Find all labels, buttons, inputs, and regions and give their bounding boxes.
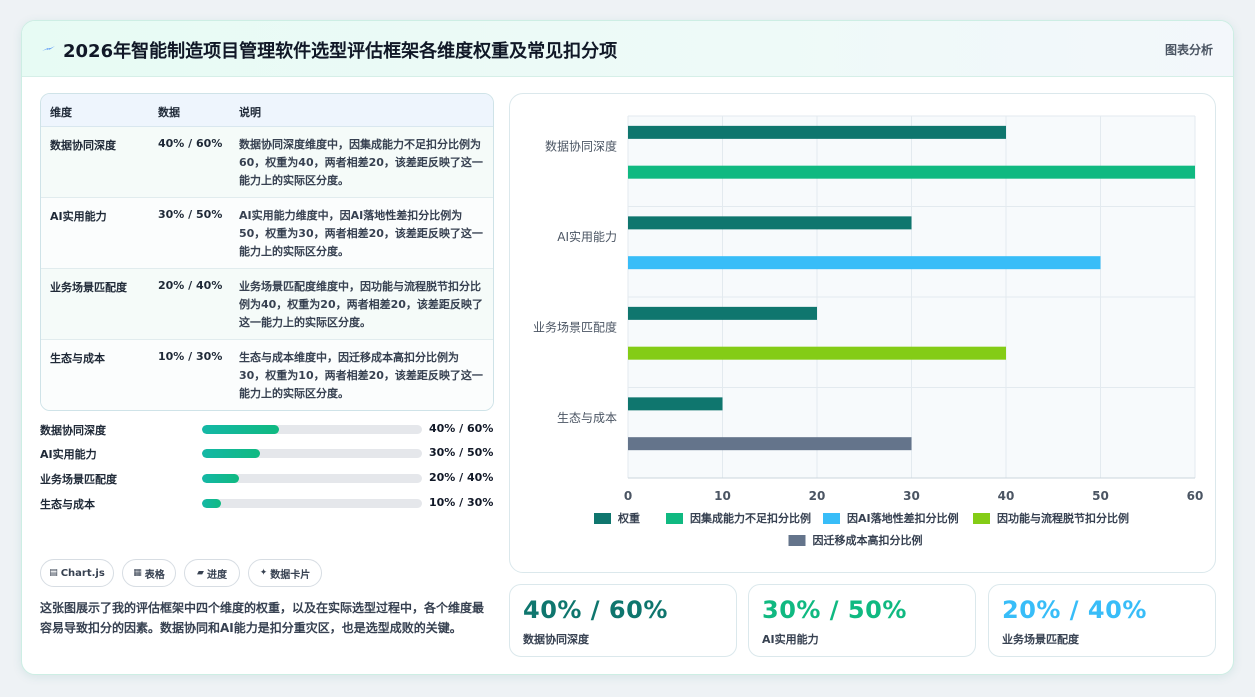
tag-label: 表格 bbox=[144, 569, 165, 581]
bar-0-1 bbox=[628, 165, 1195, 179]
legend-label: 因功能与流程脱节扣分比例 bbox=[997, 511, 1129, 525]
dimension-table: 维度 数据 说明 数据协同深度 40% / 60% 数据协同深度维度中，因集成能… bbox=[40, 93, 494, 411]
kpi-label: 业务场景匹配度 bbox=[1002, 633, 1079, 646]
category-label: 业务场景匹配度 bbox=[533, 320, 617, 335]
legend-swatch bbox=[788, 535, 806, 546]
progress-track bbox=[202, 499, 422, 508]
table-header-data: 数据 bbox=[158, 106, 180, 119]
progress-track bbox=[202, 474, 422, 483]
legend-swatch bbox=[594, 513, 611, 524]
progress-icon: ▰ bbox=[197, 568, 204, 578]
x-tick-label: 50 bbox=[1092, 489, 1109, 503]
chart-analysis-link[interactable]: 图表分析 bbox=[1164, 43, 1213, 57]
main-card: 2026年智能制造项目管理软件选型评估框架各维度权重及常见扣分项 图表分析 维度… bbox=[21, 20, 1234, 675]
tag-data-card[interactable]: ✦ 数据卡片 bbox=[248, 559, 322, 587]
lightning-icon bbox=[42, 46, 55, 51]
progress-fill bbox=[202, 425, 279, 434]
progress-fill bbox=[202, 449, 261, 458]
table-icon: ▦ bbox=[133, 568, 142, 578]
kpi-card: 20% / 40% 业务场景匹配度 bbox=[988, 584, 1216, 657]
progress-value: 30% / 50% bbox=[429, 446, 494, 459]
bar-chart: 数据协同深度AI实用能力业务场景匹配度生态与成本0 10 20 30 40 50 60权重因… bbox=[533, 115, 1204, 547]
progress-label: 业务场景匹配度 bbox=[40, 473, 117, 486]
sparkle-icon: ✦ bbox=[259, 568, 268, 578]
category-label: AI实用能力 bbox=[557, 229, 617, 244]
table-row: 业务场景匹配度 20% / 40% 业务场景匹配度维度中，因功能与流程脱节扣分比… bbox=[41, 269, 493, 340]
row-description: AI实用能力维度中，因AI落地性差扣分比例为50，权重为30，两者相差20，该差… bbox=[239, 209, 483, 258]
bar-2-3 bbox=[628, 346, 1006, 360]
table-row: 生态与成本 10% / 30% 生态与成本维度中，因迁移成本高扣分比例为30，权… bbox=[41, 340, 493, 410]
x-tick-label: 30 bbox=[903, 489, 920, 503]
legend-label: 因AI落地性差扣分比例 bbox=[847, 511, 959, 525]
table-header: 维度 数据 说明 bbox=[41, 94, 493, 127]
x-tick-label: 60 bbox=[1187, 489, 1204, 503]
kpi-value: 40% / 60% bbox=[523, 596, 668, 624]
kpi-label: AI实用能力 bbox=[762, 633, 819, 646]
page-title: 2026年智能制造项目管理软件选型评估框架各维度权重及常见扣分项 bbox=[63, 41, 618, 62]
progress-value: 20% / 40% bbox=[429, 471, 494, 484]
chart-panel: 数据协同深度 AI实用能力 业务场景匹配度 生态与成本 0 10 20 30 40 50 60 权重因… bbox=[509, 93, 1216, 573]
x-tick-label: 10 bbox=[714, 489, 731, 503]
row-dimension: AI实用能力 bbox=[50, 210, 107, 223]
category-label: 生态与成本 bbox=[557, 411, 617, 425]
tag-label: Chart.js bbox=[60, 567, 105, 579]
progress-track bbox=[202, 449, 422, 458]
tag-label: 进度 bbox=[206, 569, 227, 581]
progress-fill bbox=[202, 499, 221, 508]
row-value: 20% / 40% bbox=[158, 279, 223, 292]
kpi-value: 30% / 50% bbox=[762, 596, 907, 624]
row-value: 10% / 30% bbox=[158, 350, 223, 363]
bar-2-0 bbox=[628, 306, 817, 320]
kpi-label: 数据协同深度 bbox=[523, 633, 589, 646]
table-row: AI实用能力 30% / 50% AI实用能力维度中，因AI落地性差扣分比例为5… bbox=[41, 198, 493, 269]
legend-swatch bbox=[823, 513, 840, 524]
row-dimension: 数据协同深度 bbox=[50, 139, 116, 152]
progress-label: 数据协同深度 bbox=[40, 424, 106, 437]
tag-chartjs[interactable]: ▤ Chart.js bbox=[40, 559, 114, 587]
category-label: 数据协同深度 bbox=[545, 139, 617, 154]
row-dimension: 生态与成本 bbox=[50, 352, 105, 365]
bar-1-2 bbox=[628, 256, 1101, 270]
row-dimension: 业务场景匹配度 bbox=[50, 281, 127, 294]
bar-3-4 bbox=[628, 437, 912, 451]
progress-label: 生态与成本 bbox=[40, 498, 95, 511]
legend-label: 权重 bbox=[617, 511, 640, 525]
progress-track bbox=[202, 425, 422, 434]
x-tick-label: 20 bbox=[809, 489, 826, 503]
bar-3-0 bbox=[628, 397, 723, 411]
progress-row: 生态与成本 10% / 30% bbox=[40, 495, 494, 513]
bar-0-0 bbox=[628, 125, 1006, 139]
progress-fill bbox=[202, 474, 240, 483]
x-tick-label: 0 bbox=[624, 489, 632, 503]
chart-description: 这张图展示了我的评估框架中四个维度的权重，以及在实际选型过程中，各个维度最容易导… bbox=[40, 601, 485, 635]
header: 2026年智能制造项目管理软件选型评估框架各维度权重及常见扣分项 图表分析 bbox=[22, 21, 1233, 77]
kpi-card: 30% / 50% AI实用能力 bbox=[748, 584, 976, 657]
progress-row: AI实用能力 30% / 50% bbox=[40, 445, 494, 463]
x-tick-label: 40 bbox=[998, 489, 1015, 503]
bar-1-0 bbox=[628, 216, 912, 230]
progress-row: 数据协同深度 40% / 60% bbox=[40, 421, 494, 439]
chart-icon: ▤ bbox=[49, 568, 58, 578]
progress-value: 10% / 30% bbox=[429, 496, 494, 509]
progress-value: 40% / 60% bbox=[429, 422, 494, 435]
tag-table[interactable]: ▦ 表格 bbox=[122, 559, 176, 587]
progress-row: 业务场景匹配度 20% / 40% bbox=[40, 470, 494, 488]
table-header-dimension: 维度 bbox=[50, 106, 72, 119]
legend-label: 因集成能力不足扣分比例 bbox=[690, 511, 811, 525]
row-description: 数据协同深度维度中，因集成能力不足扣分比例为60，权重为40，两者相差20，该差… bbox=[239, 138, 483, 187]
row-description: 生态与成本维度中，因迁移成本高扣分比例为30，权重为10，两者相差20，该差距反… bbox=[239, 351, 483, 400]
tag-label: 数据卡片 bbox=[270, 569, 311, 581]
kpi-card: 40% / 60% 数据协同深度 bbox=[509, 584, 737, 657]
legend-swatch bbox=[973, 513, 990, 524]
kpi-value: 20% / 40% bbox=[1002, 596, 1147, 624]
row-value: 30% / 50% bbox=[158, 208, 223, 221]
tag-progress[interactable]: ▰ 进度 bbox=[184, 559, 240, 587]
legend-swatch bbox=[666, 513, 683, 524]
table-header-description: 说明 bbox=[239, 106, 261, 119]
legend-label: 因迁移成本高扣分比例 bbox=[813, 533, 923, 547]
table-row: 数据协同深度 40% / 60% 数据协同深度维度中，因集成能力不足扣分比例为6… bbox=[41, 127, 493, 198]
row-value: 40% / 60% bbox=[158, 137, 223, 150]
progress-label: AI实用能力 bbox=[40, 448, 97, 461]
row-description: 业务场景匹配度维度中，因功能与流程脱节扣分比例为40，权重为20，两者相差20，… bbox=[239, 280, 483, 329]
